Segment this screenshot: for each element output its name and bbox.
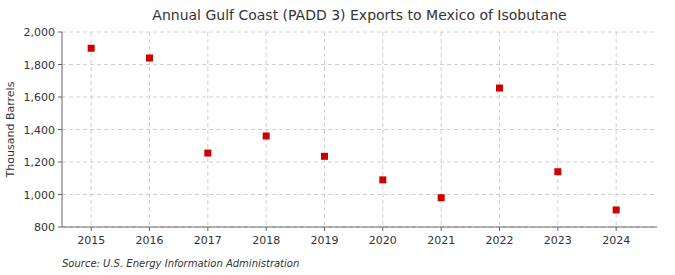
y-grid-line — [62, 194, 657, 195]
y-tick-label: 1,600 — [24, 91, 56, 104]
x-tick — [324, 227, 325, 231]
x-grid-line — [91, 32, 92, 227]
y-grid-line — [62, 32, 657, 33]
y-tick — [58, 227, 62, 228]
x-tick — [382, 227, 383, 231]
x-grid-line — [207, 32, 208, 227]
y-tick-label: 1,800 — [24, 59, 56, 72]
y-tick — [58, 194, 62, 195]
chart-title: Annual Gulf Coast (PADD 3) Exports to Me… — [152, 7, 566, 23]
y-grid-line — [62, 129, 657, 130]
x-grid-line — [382, 32, 383, 227]
x-tick-label: 2020 — [369, 234, 397, 247]
y-tick — [58, 97, 62, 98]
x-tick — [441, 227, 442, 231]
axes: 800 1,000 1,200 1,400 1,600 1,800 2,000 2015 201… — [24, 26, 658, 247]
x-tick-label: 2017 — [194, 234, 222, 247]
data-point — [554, 168, 561, 175]
y-grid-line — [62, 162, 657, 163]
x-tick-label: 2023 — [544, 234, 572, 247]
x-grid-line — [616, 32, 617, 227]
y-axis-label: Thousand Barrels — [4, 81, 17, 178]
x-tick-label: 2015 — [77, 234, 105, 247]
x-grid-line — [324, 32, 325, 227]
data-point — [496, 85, 503, 92]
x-tick — [149, 227, 150, 231]
x-tick-label: 2022 — [486, 234, 514, 247]
x-tick-label: 2019 — [311, 234, 339, 247]
y-tick-label: 1,400 — [24, 124, 56, 137]
x-tick — [91, 227, 92, 231]
data-point — [321, 153, 328, 160]
y-tick-label: 2,000 — [24, 26, 56, 39]
x-tick-label: 2016 — [136, 234, 164, 247]
chart-container: Annual Gulf Coast (PADD 3) Exports to Me… — [0, 0, 675, 275]
x-grid-line — [557, 32, 558, 227]
data-point — [379, 176, 386, 183]
y-tick-label: 800 — [34, 221, 55, 234]
x-tick — [266, 227, 267, 231]
grid — [62, 32, 657, 227]
x-tick — [207, 227, 208, 231]
x-tick — [557, 227, 558, 231]
y-grid-line — [62, 64, 657, 65]
data-point — [263, 133, 270, 140]
y-tick-label: 1,000 — [24, 189, 56, 202]
x-tick-label: 2018 — [252, 234, 280, 247]
source-note: Source: U.S. Energy Information Administ… — [62, 258, 299, 269]
x-tick-label: 2024 — [602, 234, 630, 247]
x-tick — [616, 227, 617, 231]
data-point — [146, 55, 153, 62]
x-grid-line — [266, 32, 267, 227]
marks — [88, 45, 620, 214]
x-tick-label: 2021 — [427, 234, 455, 247]
x-grid-line — [499, 32, 500, 227]
data-point — [88, 45, 95, 52]
y-tick-label: 1,200 — [24, 156, 56, 169]
x-axis-line — [62, 227, 657, 228]
y-axis-line — [62, 32, 63, 227]
y-tick — [58, 64, 62, 65]
chart-svg: Annual Gulf Coast (PADD 3) Exports to Me… — [0, 0, 675, 275]
data-point — [613, 206, 620, 213]
y-grid-line — [62, 227, 657, 228]
y-tick — [58, 162, 62, 163]
y-tick — [58, 32, 62, 33]
x-tick — [499, 227, 500, 231]
data-point — [438, 194, 445, 201]
data-point — [204, 150, 211, 157]
y-tick — [58, 129, 62, 130]
y-grid-line — [62, 97, 657, 98]
